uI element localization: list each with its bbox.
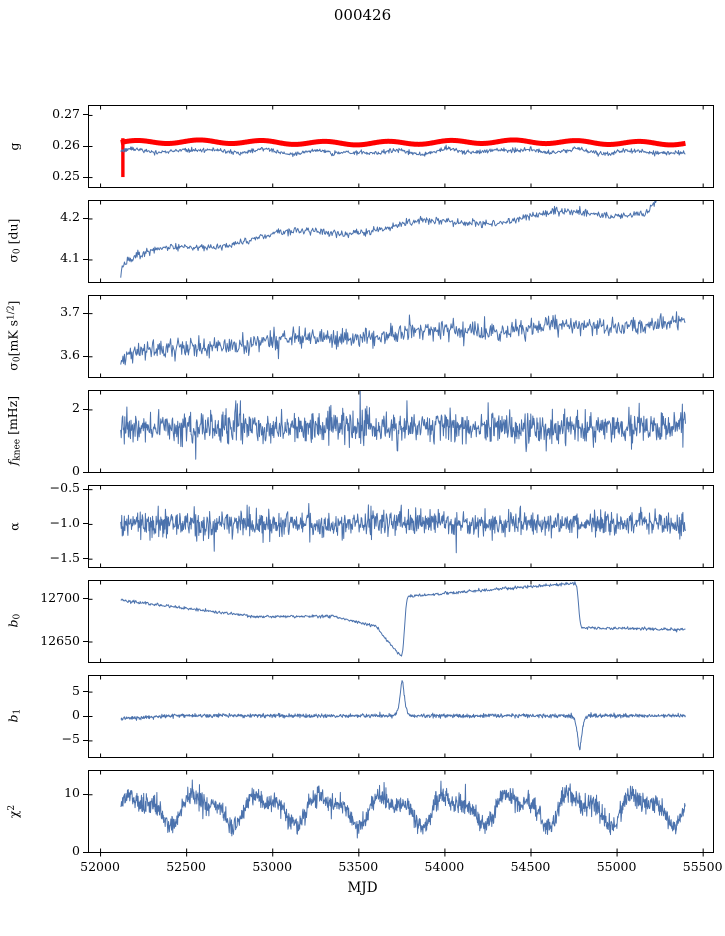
x-tick-label: 53000 [252,859,293,874]
y-tick-mark-outer [83,641,88,642]
panel-sigma-0-du [88,200,714,283]
y-tick-mark-outer [83,851,88,853]
series-gain-red [118,137,688,148]
panel-f-knee-mhz [88,390,714,473]
y-tick-label: 0.25 [52,168,80,184]
panel-alpha [88,485,714,568]
plot-area [88,295,714,378]
series-b1 [120,680,686,751]
y-tick-mark-outer [83,114,88,116]
axes-frame [88,580,714,663]
panel-b-0 [88,580,714,663]
panel-b-1 [88,675,714,758]
y-axis-label-text: g [6,141,22,151]
panel-g [88,105,714,188]
y-tick-mark-outer [83,176,88,178]
y-tick-label: 0 [72,843,80,858]
y-tick-mark-outer [83,715,88,717]
y-axis-label-text: σ0 [du] [5,218,23,264]
y-tick-label: 0.26 [52,137,80,152]
y-tick-label: −5 [61,731,80,747]
y-tick-mark-outer [83,408,88,410]
axes-frame [88,200,714,283]
y-tick-mark-outer [83,691,88,693]
series-alpha [120,503,686,554]
series-b0 [120,581,686,657]
y-axis-label-text: χ2 [6,804,22,818]
plot-area [88,580,714,663]
y-tick-mark-outer [83,145,88,147]
plot-area [88,675,714,758]
plot-area [88,390,714,473]
y-axis-label-text: fknee [mHz] [5,396,23,466]
plot-area [88,105,714,188]
y-tick-label: 0 [72,463,80,478]
y-tick-label: 10 [64,785,80,801]
y-tick-mark-outer [83,598,88,600]
y-tick-label: −0.5 [49,480,80,496]
series-gain-blue [120,144,686,158]
x-tick-label: 53500 [338,859,379,874]
series-sigma0-du [120,201,657,278]
x-axis-label: MJD [347,880,378,896]
series-sigma0-mK [120,311,686,366]
y-axis-label-text: b0 [5,614,23,628]
y-tick-label: 4.2 [60,209,80,225]
y-tick-label: 3.7 [60,304,80,320]
y-tick-mark-outer [83,312,88,314]
x-tick-label: 54000 [424,859,465,874]
y-tick-mark-outer [83,355,88,357]
y-tick-mark-outer [83,523,88,525]
y-axis-label-text: b1 [5,709,23,723]
y-tick-mark-outer [83,258,88,260]
y-tick-label: 0 [72,707,80,722]
y-tick-label: −1.5 [49,549,80,565]
x-tick-label: 55000 [596,859,637,874]
x-tick-label: 52500 [166,859,206,874]
panel-sigma-0-mk-s-1-2 [88,295,714,378]
x-tick-label: 54500 [510,859,551,874]
series-f-knee [120,391,686,460]
series-gain-red-startspike [121,138,125,178]
plot-area [88,770,714,857]
plot-area [88,485,714,568]
y-tick-mark-outer [83,739,88,741]
panel-chi-2 [88,770,714,858]
y-tick-mark-outer [83,217,88,219]
x-tick-label: 55500 [682,859,723,874]
y-tick-mark-outer [83,488,88,490]
y-tick-label: 3.6 [60,347,80,363]
y-tick-label: 12700 [40,589,80,605]
plot-area [88,200,714,283]
x-tick-label: 52000 [80,859,120,874]
y-tick-mark-outer [83,558,88,560]
y-tick-mark-outer [83,471,88,473]
y-tick-mark-outer [83,793,88,795]
y-tick-label: 5 [72,682,80,698]
y-tick-label: 4.1 [60,250,80,266]
y-axis-label-text: σ0[mK s1/2] [5,300,23,372]
y-tick-label: 2 [72,400,80,416]
y-axis-label-text: α [6,521,22,531]
axes-frame [88,105,714,188]
y-tick-label: 12650 [40,632,80,648]
y-tick-label: 0.27 [52,105,80,121]
series-chi2 [120,779,686,839]
figure-title: 000426 [333,6,392,24]
y-tick-label: −1.0 [49,514,80,530]
